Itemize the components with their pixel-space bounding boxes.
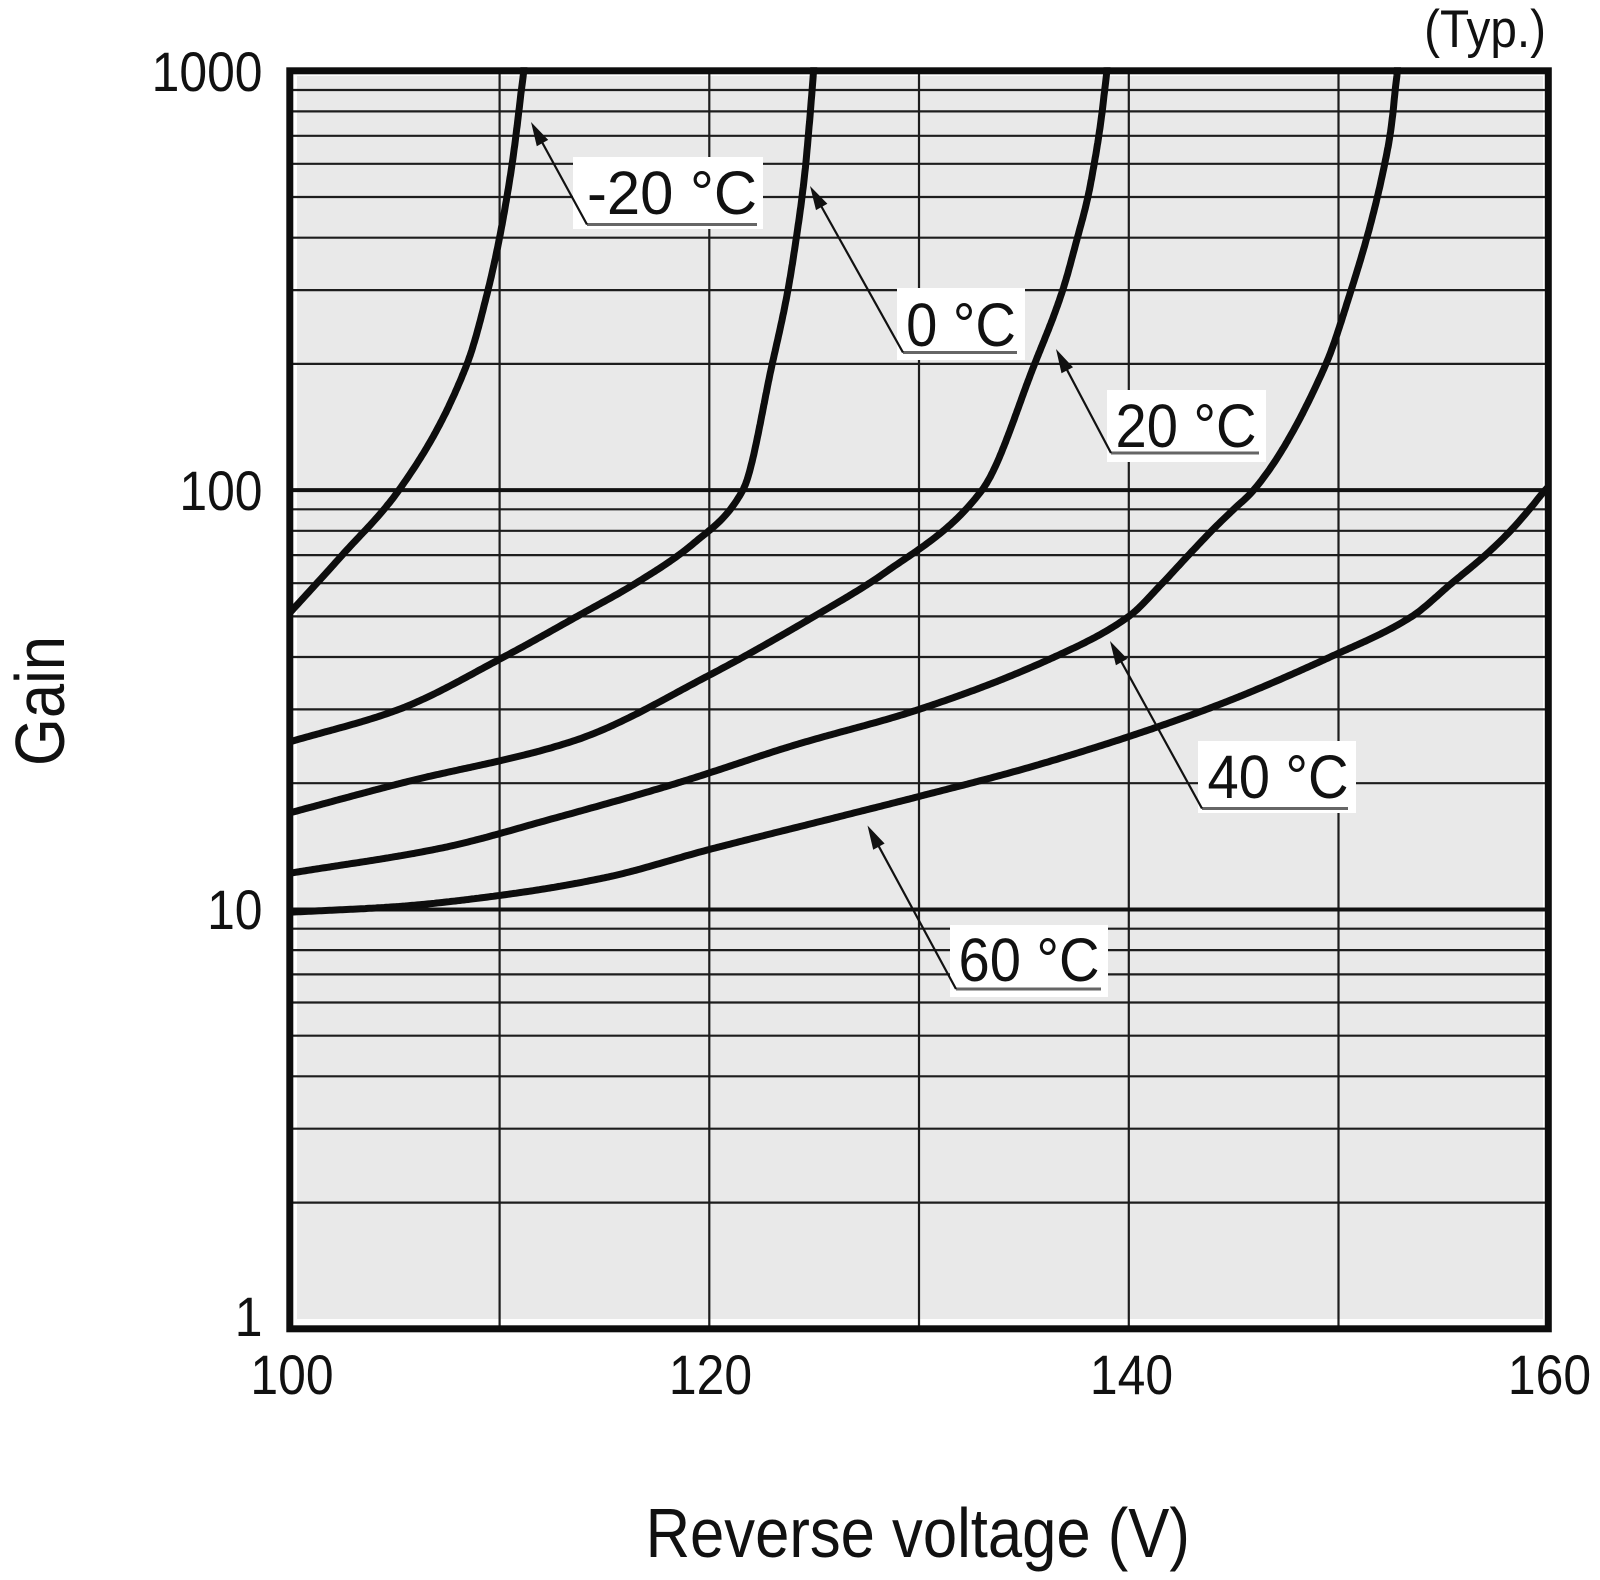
svg-text:100: 100 <box>179 460 262 522</box>
svg-text:100: 100 <box>250 1344 333 1406</box>
svg-text:10: 10 <box>207 879 262 941</box>
svg-text:Reverse voltage (V): Reverse voltage (V) <box>646 1493 1190 1572</box>
svg-text:-20 °C: -20 °C <box>587 158 757 227</box>
svg-text:0 °C: 0 °C <box>906 292 1016 360</box>
svg-text:40 °C: 40 °C <box>1208 744 1349 812</box>
svg-text:120: 120 <box>669 1344 752 1406</box>
svg-text:1000: 1000 <box>152 41 263 103</box>
svg-text:(Typ.): (Typ.) <box>1424 0 1546 59</box>
svg-text:140: 140 <box>1090 1344 1173 1406</box>
svg-text:160: 160 <box>1508 1344 1591 1406</box>
svg-text:60 °C: 60 °C <box>959 927 1100 995</box>
svg-text:1: 1 <box>235 1286 263 1348</box>
svg-text:20 °C: 20 °C <box>1116 393 1257 461</box>
svg-text:Gain: Gain <box>0 636 79 766</box>
